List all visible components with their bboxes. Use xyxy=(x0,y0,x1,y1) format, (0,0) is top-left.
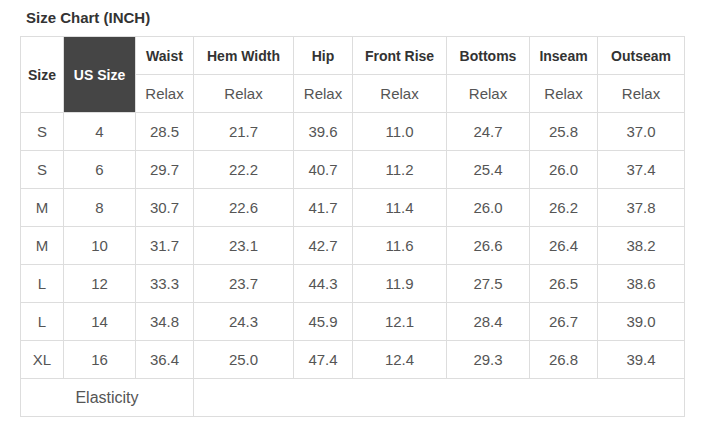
size-column-header: Size xyxy=(21,37,64,113)
value-cell: 29.3 xyxy=(447,341,530,379)
value-cell: 11.4 xyxy=(353,189,447,227)
value-cell: 11.6 xyxy=(353,227,447,265)
table-row: S428.521.739.611.024.725.837.0 xyxy=(21,113,685,151)
table-row: L1434.824.345.912.128.426.739.0 xyxy=(21,303,685,341)
elasticity-row: Elasticity xyxy=(21,379,685,417)
value-cell: 11.9 xyxy=(353,265,447,303)
value-cell: 21.7 xyxy=(194,113,294,151)
outseam-relax-subheader: Relax xyxy=(598,75,685,113)
us-size-cell: 8 xyxy=(64,189,136,227)
waist-column-header: Waist xyxy=(136,37,194,75)
value-cell: 36.4 xyxy=(136,341,194,379)
value-cell: 26.7 xyxy=(530,303,598,341)
value-cell: 37.8 xyxy=(598,189,685,227)
value-cell: 22.2 xyxy=(194,151,294,189)
size-chart-page: Size Chart (INCH) Size US Size Waist Hem… xyxy=(0,0,705,430)
value-cell: 26.0 xyxy=(447,189,530,227)
header-row-labels: Size US Size Waist Hem Width Hip Front R… xyxy=(21,37,685,75)
inseam-column-header: Inseam xyxy=(530,37,598,75)
us-size-cell: 12 xyxy=(64,265,136,303)
table-row: S629.722.240.711.225.426.037.4 xyxy=(21,151,685,189)
value-cell: 12.1 xyxy=(353,303,447,341)
us-size-column-header: US Size xyxy=(64,37,136,113)
value-cell: 25.0 xyxy=(194,341,294,379)
size-cell: L xyxy=(21,265,64,303)
value-cell: 44.3 xyxy=(294,265,353,303)
value-cell: 26.4 xyxy=(530,227,598,265)
elasticity-label-cell: Elasticity xyxy=(21,379,194,417)
table-row: L1233.323.744.311.927.526.538.6 xyxy=(21,265,685,303)
us-size-cell: 16 xyxy=(64,341,136,379)
hem-width-relax-subheader: Relax xyxy=(194,75,294,113)
value-cell: 26.8 xyxy=(530,341,598,379)
value-cell: 33.3 xyxy=(136,265,194,303)
size-table-body: S428.521.739.611.024.725.837.0S629.722.2… xyxy=(21,113,685,379)
size-cell: S xyxy=(21,113,64,151)
bottoms-relax-subheader: Relax xyxy=(447,75,530,113)
value-cell: 28.4 xyxy=(447,303,530,341)
value-cell: 26.0 xyxy=(530,151,598,189)
value-cell: 25.8 xyxy=(530,113,598,151)
size-cell: L xyxy=(21,303,64,341)
value-cell: 25.4 xyxy=(447,151,530,189)
us-size-cell: 6 xyxy=(64,151,136,189)
value-cell: 22.6 xyxy=(194,189,294,227)
value-cell: 27.5 xyxy=(447,265,530,303)
value-cell: 23.1 xyxy=(194,227,294,265)
value-cell: 39.0 xyxy=(598,303,685,341)
page-title: Size Chart (INCH) xyxy=(0,0,705,36)
value-cell: 26.6 xyxy=(447,227,530,265)
value-cell: 30.7 xyxy=(136,189,194,227)
value-cell: 11.2 xyxy=(353,151,447,189)
value-cell: 26.5 xyxy=(530,265,598,303)
elasticity-value-cell xyxy=(194,379,685,417)
value-cell: 24.7 xyxy=(447,113,530,151)
value-cell: 37.0 xyxy=(598,113,685,151)
value-cell: 40.7 xyxy=(294,151,353,189)
size-cell: S xyxy=(21,151,64,189)
hem-width-column-header: Hem Width xyxy=(194,37,294,75)
hip-relax-subheader: Relax xyxy=(294,75,353,113)
inseam-relax-subheader: Relax xyxy=(530,75,598,113)
outseam-column-header: Outseam xyxy=(598,37,685,75)
value-cell: 45.9 xyxy=(294,303,353,341)
value-cell: 39.4 xyxy=(598,341,685,379)
value-cell: 38.6 xyxy=(598,265,685,303)
us-size-cell: 14 xyxy=(64,303,136,341)
value-cell: 26.2 xyxy=(530,189,598,227)
value-cell: 28.5 xyxy=(136,113,194,151)
value-cell: 24.3 xyxy=(194,303,294,341)
front-rise-relax-subheader: Relax xyxy=(353,75,447,113)
table-header: Size US Size Waist Hem Width Hip Front R… xyxy=(21,37,685,113)
table-row: M1031.723.142.711.626.626.438.2 xyxy=(21,227,685,265)
size-cell: M xyxy=(21,227,64,265)
table-footer: Elasticity xyxy=(21,379,685,417)
value-cell: 29.7 xyxy=(136,151,194,189)
size-cell: M xyxy=(21,189,64,227)
value-cell: 34.8 xyxy=(136,303,194,341)
value-cell: 47.4 xyxy=(294,341,353,379)
bottoms-column-header: Bottoms xyxy=(447,37,530,75)
hip-column-header: Hip xyxy=(294,37,353,75)
size-cell: XL xyxy=(21,341,64,379)
size-chart-table: Size US Size Waist Hem Width Hip Front R… xyxy=(20,36,685,417)
front-rise-column-header: Front Rise xyxy=(353,37,447,75)
value-cell: 11.0 xyxy=(353,113,447,151)
value-cell: 42.7 xyxy=(294,227,353,265)
value-cell: 41.7 xyxy=(294,189,353,227)
waist-relax-subheader: Relax xyxy=(136,75,194,113)
value-cell: 38.2 xyxy=(598,227,685,265)
value-cell: 31.7 xyxy=(136,227,194,265)
table-row: XL1636.425.047.412.429.326.839.4 xyxy=(21,341,685,379)
value-cell: 37.4 xyxy=(598,151,685,189)
us-size-cell: 10 xyxy=(64,227,136,265)
table-row: M830.722.641.711.426.026.237.8 xyxy=(21,189,685,227)
value-cell: 12.4 xyxy=(353,341,447,379)
us-size-cell: 4 xyxy=(64,113,136,151)
value-cell: 23.7 xyxy=(194,265,294,303)
value-cell: 39.6 xyxy=(294,113,353,151)
